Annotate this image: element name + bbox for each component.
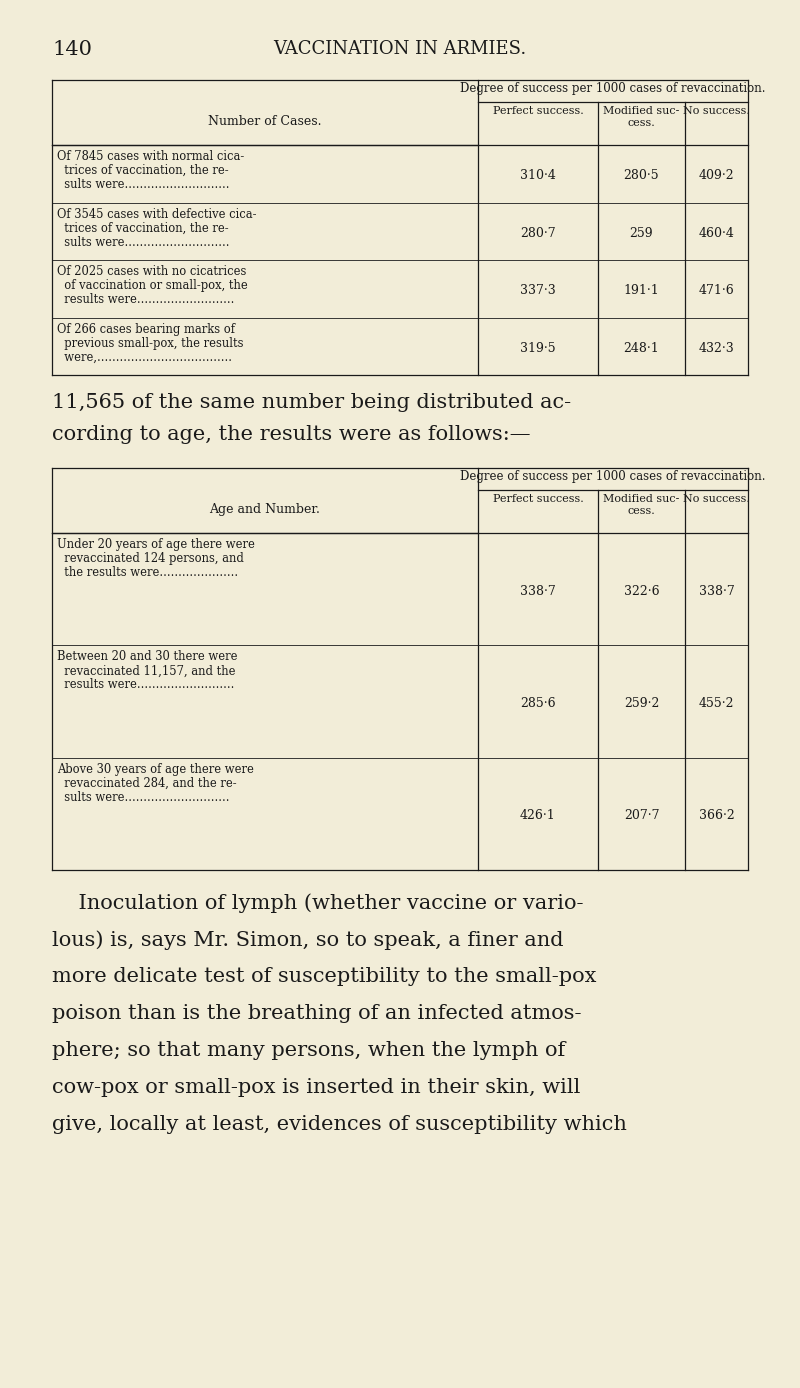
Text: 337·3: 337·3 xyxy=(520,285,556,297)
Text: lous) is, says Mr. Simon, so to speak, a finer and: lous) is, says Mr. Simon, so to speak, a… xyxy=(52,930,563,949)
Text: revaccinated 284, and the re-: revaccinated 284, and the re- xyxy=(57,777,237,790)
Text: previous small-pox, the results: previous small-pox, the results xyxy=(57,336,243,350)
Text: 338·7: 338·7 xyxy=(698,584,734,598)
Text: sults were............................: sults were............................ xyxy=(57,236,230,248)
Text: Age and Number.: Age and Number. xyxy=(210,502,321,516)
Text: Perfect success.: Perfect success. xyxy=(493,105,583,117)
Text: sults were............................: sults were............................ xyxy=(57,178,230,192)
Text: revaccinated 11,157, and the: revaccinated 11,157, and the xyxy=(57,665,235,677)
Text: 259·2: 259·2 xyxy=(624,697,659,711)
Text: results were..........................: results were.......................... xyxy=(57,679,234,691)
Text: 432·3: 432·3 xyxy=(698,341,734,355)
Text: No success.: No success. xyxy=(683,494,750,504)
Text: revaccinated 124 persons, and: revaccinated 124 persons, and xyxy=(57,552,244,565)
Text: VACCINATION IN ARMIES.: VACCINATION IN ARMIES. xyxy=(274,40,526,58)
Text: 285·6: 285·6 xyxy=(520,697,556,711)
Text: Number of Cases.: Number of Cases. xyxy=(208,115,322,128)
Text: 471·6: 471·6 xyxy=(698,285,734,297)
Text: cording to age, the results were as follows:—: cording to age, the results were as foll… xyxy=(52,425,530,444)
Text: 455·2: 455·2 xyxy=(698,697,734,711)
Text: Between 20 and 30 there were: Between 20 and 30 there were xyxy=(57,651,238,663)
Text: trices of vaccination, the re-: trices of vaccination, the re- xyxy=(57,222,229,235)
Text: Above 30 years of age there were: Above 30 years of age there were xyxy=(57,762,254,776)
Text: Of 2025 cases with no cicatrices: Of 2025 cases with no cicatrices xyxy=(57,265,246,278)
Text: sults were............................: sults were............................ xyxy=(57,791,230,804)
Text: Modified suc-
cess.: Modified suc- cess. xyxy=(603,105,680,128)
Text: Of 266 cases bearing marks of: Of 266 cases bearing marks of xyxy=(57,322,235,336)
Text: the results were.....................: the results were..................... xyxy=(57,566,238,579)
Text: 322·6: 322·6 xyxy=(624,584,659,598)
Text: 140: 140 xyxy=(52,40,92,60)
Text: 409·2: 409·2 xyxy=(698,169,734,182)
Text: 426·1: 426·1 xyxy=(520,809,556,822)
Text: of vaccination or small-pox, the: of vaccination or small-pox, the xyxy=(57,279,248,291)
Text: 319·5: 319·5 xyxy=(520,341,556,355)
Text: 11,565 of the same number being distributed ac-: 11,565 of the same number being distribu… xyxy=(52,393,571,412)
Text: 366·2: 366·2 xyxy=(698,809,734,822)
Text: Degree of success per 1000 cases of revaccination.: Degree of success per 1000 cases of reva… xyxy=(460,471,766,483)
Text: Inoculation of lymph (whether vaccine or vario-: Inoculation of lymph (whether vaccine or… xyxy=(52,892,583,913)
Text: more delicate test of susceptibility to the small-pox: more delicate test of susceptibility to … xyxy=(52,967,596,985)
Text: 338·7: 338·7 xyxy=(520,584,556,598)
Text: Perfect success.: Perfect success. xyxy=(493,494,583,504)
Text: were,....................................: were,...................................… xyxy=(57,351,232,364)
Text: No success.: No success. xyxy=(683,105,750,117)
Text: Under 20 years of age there were: Under 20 years of age there were xyxy=(57,539,255,551)
Text: 460·4: 460·4 xyxy=(698,226,734,240)
Text: results were..........................: results were.......................... xyxy=(57,293,234,305)
Text: give, locally at least, evidences of susceptibility which: give, locally at least, evidences of sus… xyxy=(52,1115,627,1134)
Text: 191·1: 191·1 xyxy=(624,285,659,297)
Text: Modified suc-
cess.: Modified suc- cess. xyxy=(603,494,680,515)
Text: 280·7: 280·7 xyxy=(520,226,556,240)
Text: Of 3545 cases with defective cica-: Of 3545 cases with defective cica- xyxy=(57,207,257,221)
Text: 280·5: 280·5 xyxy=(624,169,659,182)
Text: 207·7: 207·7 xyxy=(624,809,659,822)
Text: phere; so that many persons, when the lymph of: phere; so that many persons, when the ly… xyxy=(52,1041,566,1060)
Text: cow-pox or small-pox is inserted in their skin, will: cow-pox or small-pox is inserted in thei… xyxy=(52,1078,580,1097)
Text: poison than is the breathing of an infected atmos-: poison than is the breathing of an infec… xyxy=(52,1004,582,1023)
Text: 259: 259 xyxy=(630,226,654,240)
Text: 248·1: 248·1 xyxy=(624,341,659,355)
Text: trices of vaccination, the re-: trices of vaccination, the re- xyxy=(57,164,229,178)
Text: Degree of success per 1000 cases of revaccination.: Degree of success per 1000 cases of reva… xyxy=(460,82,766,94)
Text: 310·4: 310·4 xyxy=(520,169,556,182)
Text: Of 7845 cases with normal cica-: Of 7845 cases with normal cica- xyxy=(57,150,244,162)
